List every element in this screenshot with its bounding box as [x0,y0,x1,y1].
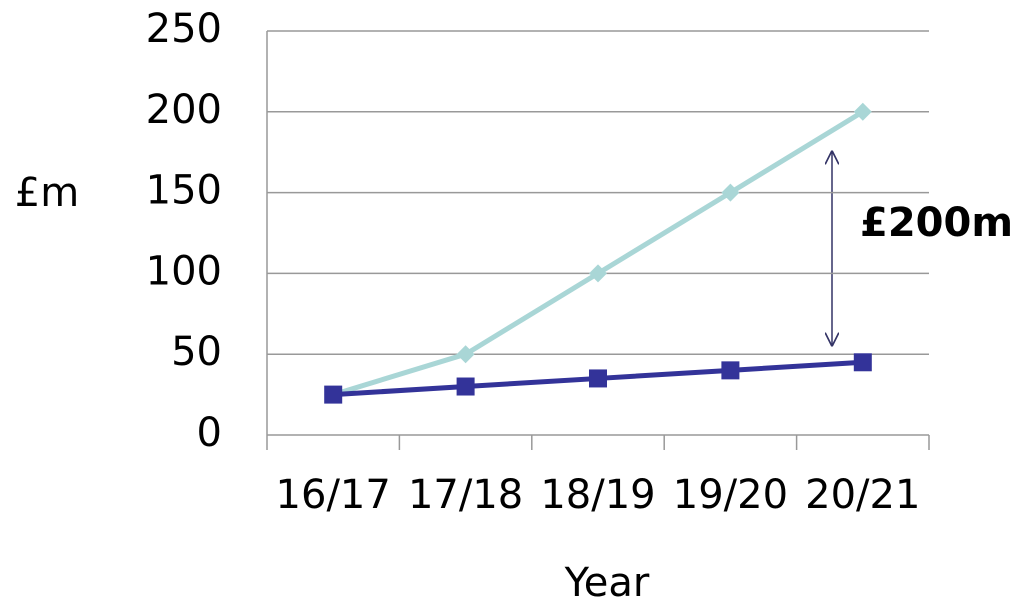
point-marker [456,377,475,396]
point-marker [853,353,872,372]
annotation: £200m [860,200,1011,246]
y-tick-label: 250 [146,6,222,52]
y-tick-label: 200 [146,87,222,133]
point-marker [721,183,740,202]
x-tick-label: 20/21 [805,472,920,518]
y-tick-label: 100 [146,248,222,294]
series-line [332,109,865,397]
y-tick-label: 0 [197,410,222,456]
y-tick-label: 50 [171,329,222,375]
point-marker [589,264,607,283]
y-axis-label: £m [15,170,79,216]
point-marker [324,385,343,404]
x-tick-label: 17/18 [408,472,523,518]
point-marker [853,102,872,121]
point-marker [721,361,740,380]
x-tick-label: 16/17 [276,472,391,518]
x-tick-label: 19/20 [673,472,788,518]
point-marker [589,369,607,388]
point-marker [456,345,475,364]
y-tick-label: 150 [146,168,222,214]
x-axis-label: Year [564,560,650,605]
x-tick-label: 18/19 [540,472,655,518]
